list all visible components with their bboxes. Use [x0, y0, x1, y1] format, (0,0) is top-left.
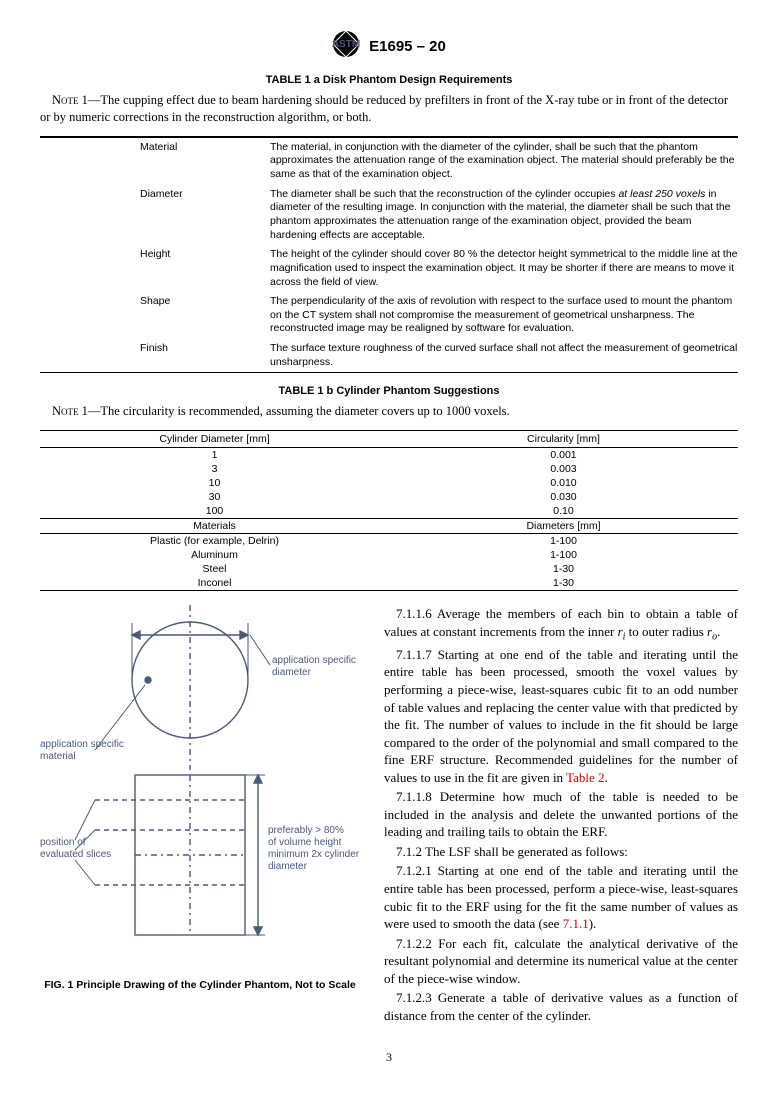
- text-column: 7.1.1.6 Average the members of each bin …: [384, 605, 738, 1026]
- table-1b: Cylinder Diameter [mm] Circularity [mm] …: [40, 430, 738, 591]
- table-cell: 1-30: [389, 562, 738, 576]
- table-cell: 10: [40, 476, 389, 490]
- fig-label-height: preferably > 80%of volume heightminimum …: [268, 825, 360, 872]
- table-cell: 0.001: [389, 448, 738, 463]
- fig-label-slices: position ofevaluated slices: [40, 837, 111, 860]
- para-7123: 7.1.2.3 Generate a table of derivative v…: [384, 989, 738, 1024]
- table-row-label: Material: [40, 137, 250, 184]
- col-header: Diameters [mm]: [389, 519, 738, 534]
- col-header: Circularity [mm]: [389, 431, 738, 448]
- table-cell: 100: [40, 504, 389, 519]
- table-cell: 1: [40, 448, 389, 463]
- table-row-desc: The diameter shall be such that the reco…: [250, 185, 738, 246]
- para-712: 7.1.2 The LSF shall be generated as foll…: [384, 843, 738, 861]
- table-cell: Aluminum: [40, 548, 389, 562]
- table-cell: 0.010: [389, 476, 738, 490]
- table-1a: MaterialThe material, in conjunction wit…: [40, 136, 738, 374]
- table-cell: Plastic (for example, Delrin): [40, 534, 389, 549]
- para-7122: 7.1.2.2 For each fit, calculate the anal…: [384, 935, 738, 988]
- link-711[interactable]: 7.1.1: [563, 916, 589, 931]
- table-row-label: Diameter: [40, 185, 250, 246]
- table-cell: Steel: [40, 562, 389, 576]
- fig-label-diameter: application specificdiameter: [272, 655, 356, 678]
- table-cell: 0.003: [389, 462, 738, 476]
- table-1a-note: Note 1—The cupping effect due to beam ha…: [40, 92, 738, 126]
- table-cell: Inconel: [40, 576, 389, 591]
- table-cell: 1-100: [389, 534, 738, 549]
- table-row-label: Shape: [40, 292, 250, 339]
- table-cell: 30: [40, 490, 389, 504]
- astm-logo: ASTM: [332, 30, 360, 62]
- table-row-desc: The material, in conjunction with the di…: [250, 137, 738, 184]
- document-header: ASTM E1695 – 20: [40, 30, 738, 62]
- para-7117: 7.1.1.7 Starting at one end of the table…: [384, 646, 738, 786]
- table-cell: 1-100: [389, 548, 738, 562]
- table-cell: 1-30: [389, 576, 738, 591]
- svg-text:ASTM: ASTM: [332, 39, 360, 50]
- cylinder-phantom-diagram: application specificdiameter application…: [40, 605, 360, 965]
- table-row-label: Height: [40, 245, 250, 292]
- figure-caption: FIG. 1 Principle Drawing of the Cylinder…: [40, 979, 360, 991]
- document-id: E1695 – 20: [369, 38, 446, 55]
- para-7121: 7.1.2.1 Starting at one end of the table…: [384, 862, 738, 932]
- link-table-2[interactable]: Table 2: [566, 770, 604, 785]
- table-row-label: Finish: [40, 339, 250, 373]
- table-row-desc: The height of the cylinder should cover …: [250, 245, 738, 292]
- table-1a-title: TABLE 1 a Disk Phantom Design Requiremen…: [40, 74, 738, 86]
- table-1b-title: TABLE 1 b Cylinder Phantom Suggestions: [40, 385, 738, 397]
- table-cell: 0.030: [389, 490, 738, 504]
- table-cell: 0.10: [389, 504, 738, 519]
- table-1b-note: Note 1—The circularity is recommended, a…: [40, 403, 738, 420]
- figure-column: application specificdiameter application…: [40, 605, 360, 1026]
- table-row-desc: The perpendicularity of the axis of revo…: [250, 292, 738, 339]
- table-row-desc: The surface texture roughness of the cur…: [250, 339, 738, 373]
- table-cell: 3: [40, 462, 389, 476]
- para-7118: 7.1.1.8 Determine how much of the table …: [384, 788, 738, 841]
- fig-label-material: application specificmaterial: [40, 739, 124, 762]
- col-header: Materials: [40, 519, 389, 534]
- para-7116: 7.1.1.6 Average the members of each bin …: [384, 605, 738, 644]
- page-number: 3: [40, 1050, 738, 1065]
- col-header: Cylinder Diameter [mm]: [40, 431, 389, 448]
